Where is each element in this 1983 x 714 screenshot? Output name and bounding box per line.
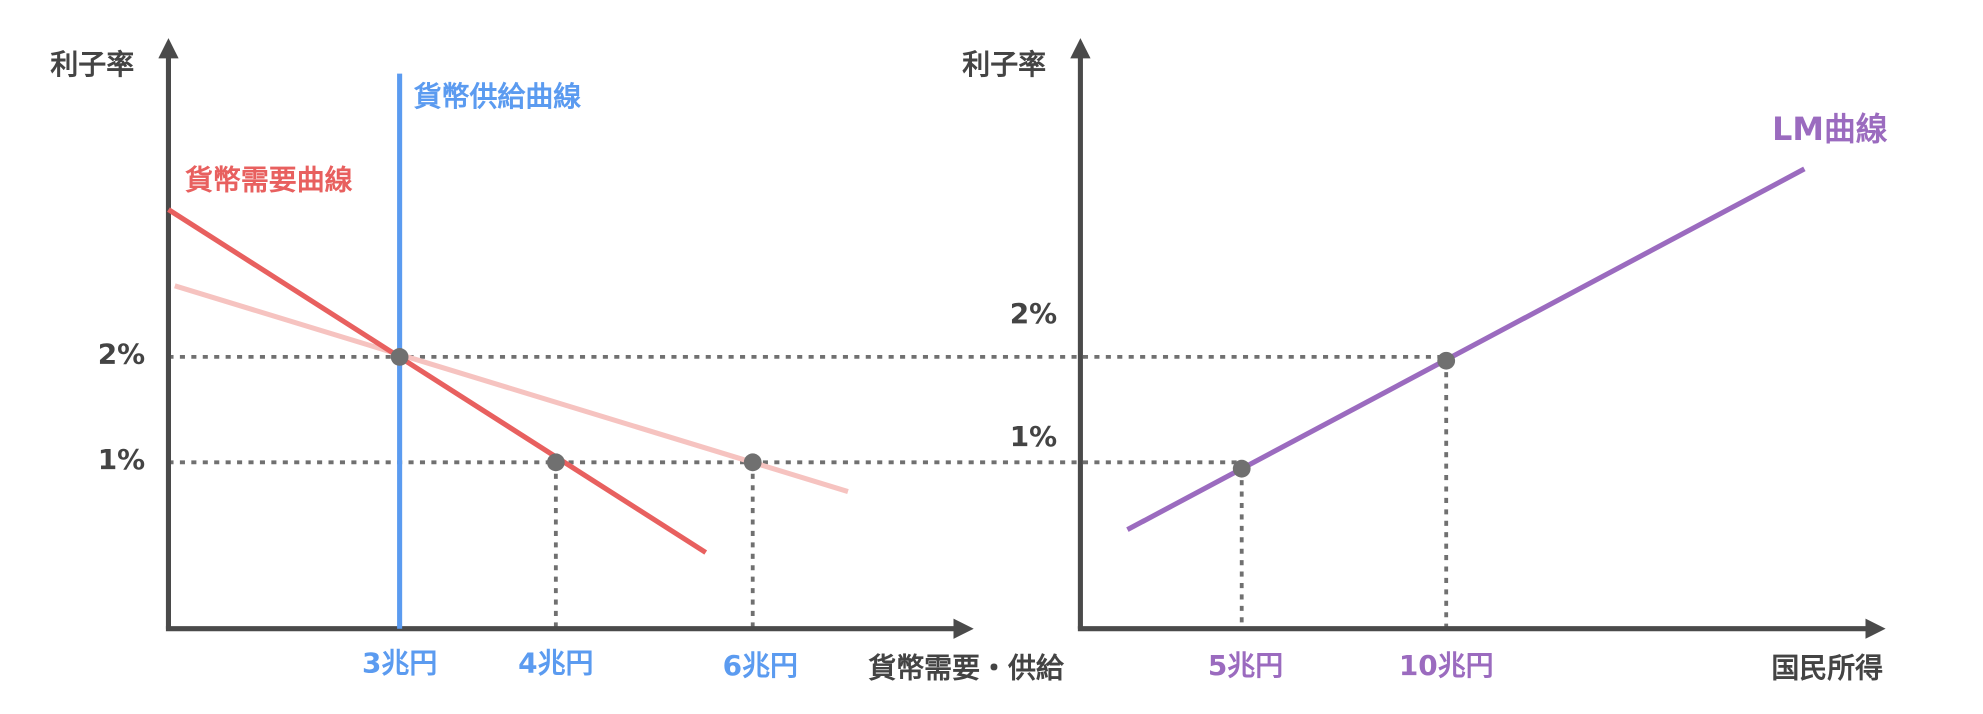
y-tick-label: 2%: [1010, 297, 1057, 330]
point: [743, 453, 762, 472]
y-tick-label: 1%: [1010, 420, 1057, 453]
demand-curve: [167, 207, 708, 555]
x-axis-label: 国民所得: [1771, 651, 1883, 684]
demand-label: 貨幣需要曲線: [185, 164, 353, 197]
x-tick-label: 6兆円: [723, 649, 798, 682]
point: [390, 348, 409, 366]
point: [546, 453, 565, 472]
x-tick-label: 4兆円: [518, 646, 593, 679]
curve-label: LM曲線: [1772, 112, 1888, 148]
x-axis-label: 貨幣需要・供給: [868, 651, 1065, 684]
y-axis-label: 利子率: [50, 48, 134, 81]
x-tick-label: 5兆円: [1208, 649, 1283, 682]
supply-label: 貨幣供給曲線: [414, 80, 582, 113]
y-tick-label: 2%: [98, 338, 145, 371]
y-axis-label: 利子率: [962, 48, 1046, 81]
point: [1232, 459, 1251, 478]
x-tick-label: 3兆円: [362, 646, 437, 679]
point: [1437, 351, 1456, 370]
y-tick-label: 1%: [98, 443, 145, 476]
shifted-demand-curve: [174, 283, 849, 494]
lm-curve: [1126, 166, 1806, 532]
x-tick-label: 10兆円: [1399, 649, 1494, 682]
